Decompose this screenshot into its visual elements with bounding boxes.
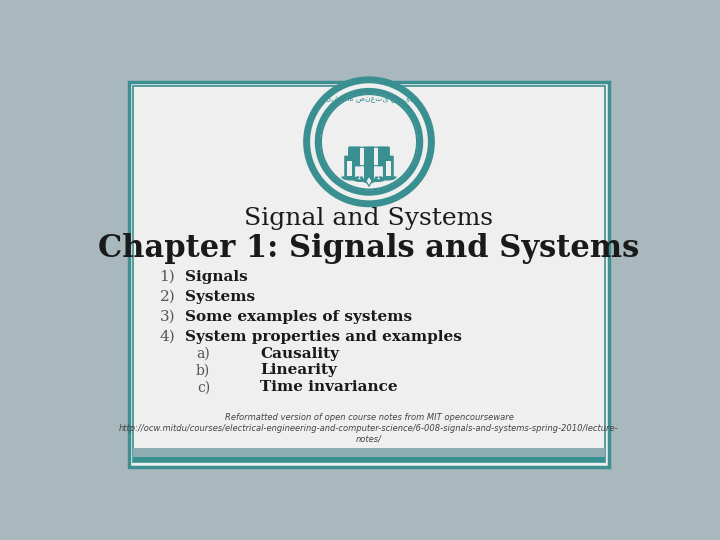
Text: 1): 1) [160, 269, 175, 284]
Ellipse shape [395, 87, 401, 96]
Ellipse shape [420, 154, 430, 160]
Ellipse shape [351, 82, 357, 91]
Ellipse shape [406, 97, 414, 105]
Ellipse shape [306, 139, 315, 145]
Ellipse shape [337, 187, 343, 196]
Circle shape [320, 93, 418, 190]
FancyBboxPatch shape [362, 146, 376, 166]
Text: a): a) [197, 347, 210, 361]
FancyBboxPatch shape [133, 457, 605, 462]
Text: c): c) [197, 380, 210, 394]
Ellipse shape [406, 179, 414, 186]
Text: b): b) [196, 363, 210, 377]
Ellipse shape [366, 195, 372, 204]
Text: Linearity: Linearity [261, 363, 338, 377]
FancyBboxPatch shape [376, 146, 390, 166]
FancyBboxPatch shape [344, 156, 355, 179]
Circle shape [310, 83, 428, 200]
Text: دانشگاه صنعتی شریف: دانشگاه صنعتی شریف [320, 93, 418, 103]
Ellipse shape [351, 193, 357, 202]
Ellipse shape [415, 110, 423, 116]
FancyBboxPatch shape [133, 448, 605, 462]
Ellipse shape [395, 187, 401, 196]
Ellipse shape [337, 87, 343, 96]
Polygon shape [365, 175, 373, 187]
Ellipse shape [423, 139, 432, 145]
FancyBboxPatch shape [347, 161, 352, 177]
Ellipse shape [308, 154, 318, 160]
Circle shape [303, 76, 435, 207]
FancyBboxPatch shape [361, 148, 364, 165]
FancyBboxPatch shape [364, 153, 374, 180]
Text: Signals: Signals [184, 269, 247, 284]
Ellipse shape [315, 110, 323, 116]
Text: Some examples of systems: Some examples of systems [184, 309, 412, 323]
Ellipse shape [420, 124, 430, 130]
Ellipse shape [381, 193, 387, 202]
Ellipse shape [381, 82, 387, 91]
Ellipse shape [308, 124, 318, 130]
Text: System properties and examples: System properties and examples [184, 329, 462, 343]
Text: Reformatted version of open course notes from MIT opencourseware
http://ocw.mitd: Reformatted version of open course notes… [120, 413, 618, 443]
FancyBboxPatch shape [374, 148, 377, 165]
Text: Chapter 1: Signals and Systems: Chapter 1: Signals and Systems [99, 233, 639, 264]
FancyBboxPatch shape [129, 82, 609, 467]
Circle shape [315, 88, 423, 195]
Text: Causality: Causality [261, 347, 340, 361]
Text: 2): 2) [160, 289, 175, 303]
FancyBboxPatch shape [383, 156, 394, 179]
Text: 3): 3) [160, 309, 175, 323]
Text: 4): 4) [160, 329, 175, 343]
Ellipse shape [324, 97, 332, 105]
FancyBboxPatch shape [386, 161, 391, 177]
Polygon shape [366, 177, 372, 185]
Ellipse shape [324, 179, 332, 186]
Text: Signal and Systems: Signal and Systems [245, 207, 493, 230]
Text: Systems: Systems [184, 289, 255, 303]
Ellipse shape [415, 167, 423, 174]
Text: Time invariance: Time invariance [261, 380, 398, 394]
Ellipse shape [366, 79, 372, 89]
Ellipse shape [315, 167, 323, 174]
FancyBboxPatch shape [348, 146, 362, 166]
